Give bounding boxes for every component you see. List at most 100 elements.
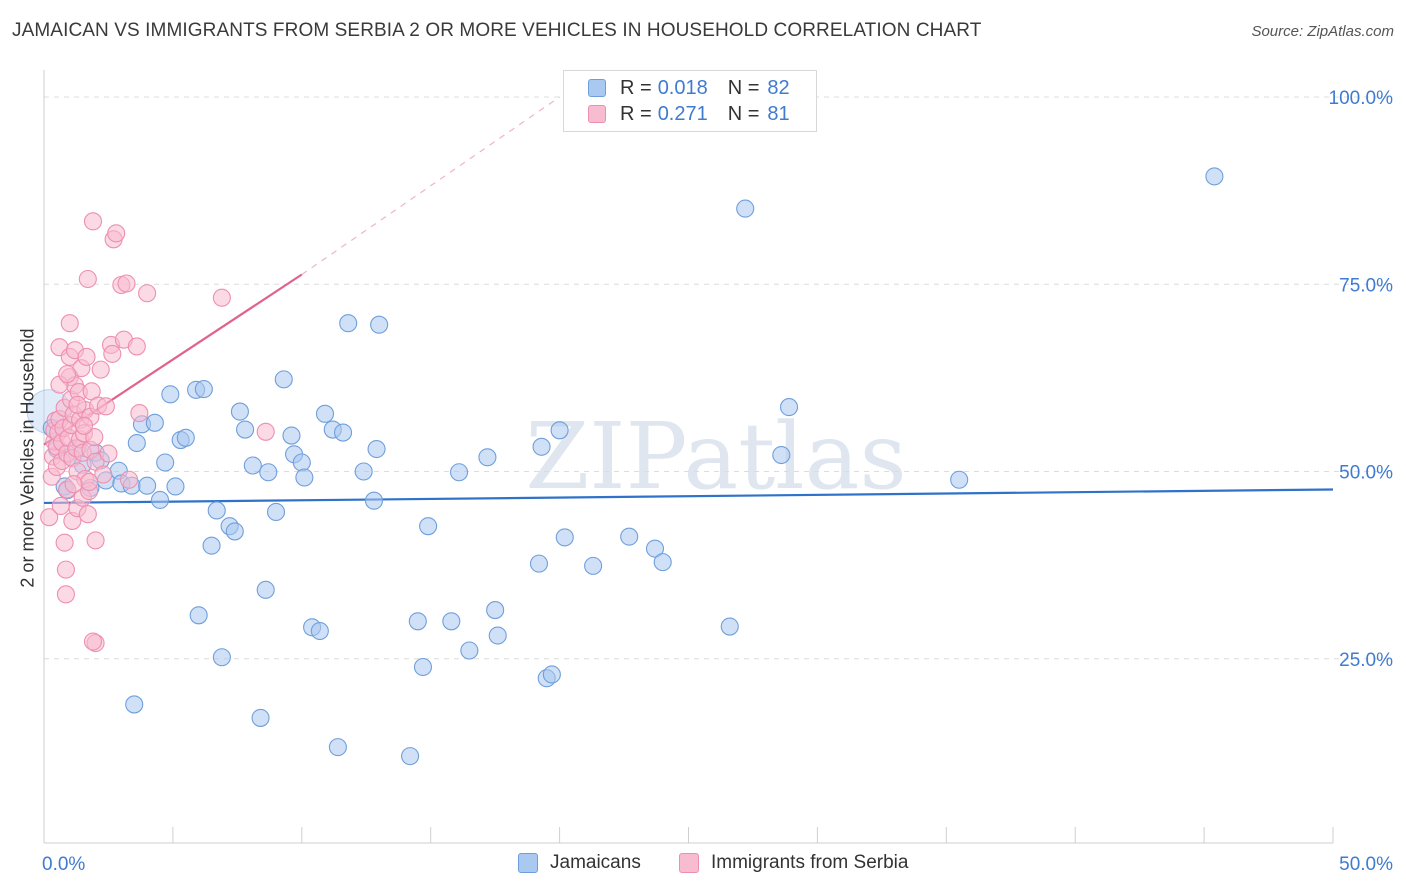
jamaicans-point: [256, 580, 275, 599]
jamaicans-point: [282, 426, 301, 445]
serbia-point: [80, 472, 99, 492]
serbia-trend-extension: [301, 96, 560, 276]
jamaicans-point: [292, 453, 311, 472]
jamaicans-point: [333, 423, 353, 442]
serbia-point: [107, 224, 126, 243]
jamaicans-point: [161, 385, 180, 404]
serbia-point: [103, 344, 122, 363]
jamaicans-point: [251, 708, 270, 727]
jamaicans-point: [328, 738, 347, 757]
legend-label-jamaicans: Jamaicans: [550, 852, 641, 873]
y-tick-label: 50.0%: [1339, 463, 1393, 484]
jamaicans-point: [460, 641, 479, 660]
jamaicans-point: [401, 747, 420, 766]
jamaicans-point: [150, 490, 170, 510]
serbia-point: [117, 274, 136, 293]
serbia-point: [78, 505, 97, 524]
jamaicans-point: [236, 420, 255, 439]
serbia-point: [130, 404, 149, 423]
serbia-point: [212, 288, 231, 307]
jamaicans-point: [230, 402, 249, 421]
jamaicans-point: [779, 398, 799, 417]
jamaicans-point: [354, 462, 373, 481]
jamaicans-point: [529, 554, 549, 573]
jamaicans-point: [202, 536, 221, 555]
jamaicans-point: [442, 612, 461, 631]
serbia-point: [40, 508, 59, 527]
jamaicans-point: [212, 648, 231, 667]
jamaicans-point: [620, 527, 639, 546]
watermark: ZIPatlas: [525, 403, 906, 510]
serbia-r-value: 0.271: [657, 102, 708, 125]
jamaicans-point: [736, 199, 755, 218]
jamaicans-point: [950, 470, 969, 489]
jamaicans-legend-swatch: [518, 853, 538, 873]
source-label: Source: ZipAtlas.com: [1251, 23, 1394, 40]
jamaicans-point: [419, 517, 438, 536]
tick-labels: 25.0% 50.0% 75.0% 100.0% 0.0% 50.0%: [42, 88, 1393, 875]
serbia-point: [78, 269, 97, 289]
correlation-legend: R = 0.018 N = 82 R = 0.271 N = 81: [563, 70, 817, 132]
series-legend: Jamaicans Immigrants from Serbia: [0, 852, 1406, 876]
jamaicans-point: [274, 370, 293, 389]
serbia-swatch: [588, 105, 606, 123]
legend-label-serbia: Immigrants from Serbia: [711, 852, 909, 873]
jamaicans-point: [125, 695, 144, 714]
jamaicans-point: [486, 601, 505, 620]
serbia-point: [55, 533, 74, 552]
jamaicans-r-value: 0.018: [657, 76, 708, 99]
jamaicans-point: [207, 501, 226, 520]
serbia-point: [58, 365, 77, 384]
legend-item-serbia[interactable]: Immigrants from Serbia: [679, 852, 908, 874]
jamaicans-point: [315, 404, 335, 423]
serbia-point: [96, 397, 115, 416]
y-axis-label: 2 or more Vehicles in Household: [17, 328, 38, 588]
serbia-point: [83, 212, 103, 231]
chart-title: JAMAICAN VS IMMIGRANTS FROM SERBIA 2 OR …: [12, 20, 982, 41]
x-tick-label-min: 0.0%: [42, 854, 85, 875]
serbia-point: [77, 347, 96, 366]
jamaicans-point: [295, 468, 314, 487]
serbia-point: [91, 360, 110, 379]
serbia-point: [51, 496, 70, 516]
jamaicans-point: [408, 612, 427, 631]
jamaicans-point: [243, 456, 262, 475]
serbia-point: [68, 395, 87, 414]
jamaicans-point: [584, 556, 603, 575]
jamaicans-point: [367, 439, 386, 459]
serbia-point: [94, 465, 113, 484]
serbia-point: [120, 470, 139, 489]
serbia-point: [56, 560, 75, 579]
r-label: R =: [620, 102, 652, 125]
jamaicans-point: [225, 522, 244, 541]
jamaicans-point: [370, 315, 389, 334]
serbia-legend-swatch: [679, 853, 699, 873]
jamaicans-point: [176, 428, 195, 447]
r-label: R =: [620, 76, 652, 99]
serbia-point: [83, 632, 103, 651]
serbia-point: [138, 284, 157, 303]
jamaicans-point: [1205, 167, 1224, 186]
jamaicans-point: [194, 380, 213, 399]
serbia-point: [85, 427, 104, 447]
jamaicans-point: [259, 463, 278, 482]
jamaicans-point: [542, 665, 561, 684]
gridlines: [44, 96, 1390, 660]
jamaicans-point: [166, 477, 185, 496]
data-points: [26, 167, 1224, 766]
jamaicans-point: [156, 453, 175, 472]
jamaicans-swatch: [588, 79, 606, 97]
jamaicans-point: [364, 491, 384, 510]
jamaicans-point: [772, 445, 791, 465]
serbia-point: [256, 422, 275, 441]
serbia-point: [86, 531, 105, 550]
jamaicans-point: [138, 476, 157, 495]
jamaicans-n-value: 82: [767, 76, 790, 99]
jamaicans-point: [413, 657, 433, 677]
legend-item-jamaicans[interactable]: Jamaicans: [518, 852, 641, 874]
jamaicans-point: [653, 553, 672, 572]
y-tick-label: 100.0%: [1329, 88, 1394, 109]
n-label: N =: [727, 76, 760, 99]
jamaicans-point: [266, 502, 286, 521]
